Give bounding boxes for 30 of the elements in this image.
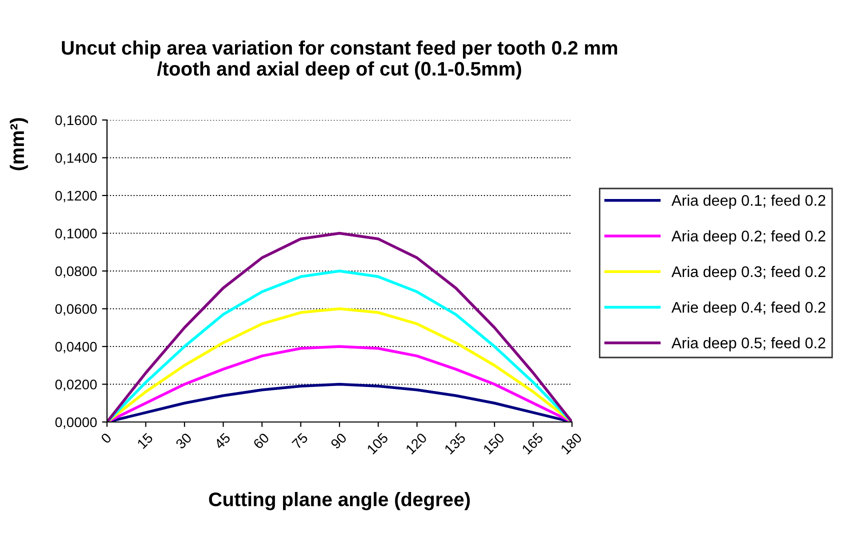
x-tick-label: 45 (214, 432, 231, 450)
legend-label: Aria deep 0.3; feed 0.2 (671, 266, 826, 280)
legend-label: Aria deep 0.1; feed 0.2 (671, 194, 826, 209)
legend-label: Aria deep 0.2; feed 0.2 (671, 230, 826, 244)
y-tick-label: 0,1200 (55, 190, 97, 202)
y-tick-label: 0,0200 (55, 380, 97, 392)
y-tick-label: 0,1600 (55, 115, 97, 127)
x-tick-label: 135 (444, 432, 466, 455)
x-tick-label: 15 (136, 432, 154, 450)
y-tick-label: 0,1000 (55, 228, 97, 240)
x-tick-label: 0 (100, 432, 112, 444)
x-axis-title: Cutting plane angle (degree) (209, 492, 470, 510)
x-tick-label: 90 (330, 432, 348, 450)
y-tick-label: 0,0600 (55, 304, 97, 316)
x-tick-label: 180 (560, 432, 582, 455)
x-tick-label: 30 (175, 432, 192, 450)
x-tick-label: 165 (521, 432, 544, 455)
x-tick-label: 105 (366, 432, 389, 455)
x-tick-label: 120 (405, 432, 428, 455)
y-tick-label: 0,1400 (55, 153, 97, 165)
chart-title: Uncut chip area variation for constant feed per tooth 0.2 mm /tooth and axial deep of cut (0.1-0.5mm) (62, 40, 618, 80)
y-tick-label: 0,0400 (55, 342, 97, 354)
y-tick-label: 0,0800 (55, 266, 97, 278)
x-tick-label: 150 (482, 432, 505, 455)
x-tick-label: 60 (252, 432, 270, 450)
y-axis-title: (mm²) (10, 118, 28, 170)
legend-label: Arie deep 0.4; feed 0.2 (671, 302, 826, 316)
x-tick-label: 75 (292, 432, 308, 450)
legend-label: Aria deep 0.5; feed 0.2 (671, 337, 826, 352)
y-tick-label: 0,0000 (55, 417, 97, 429)
